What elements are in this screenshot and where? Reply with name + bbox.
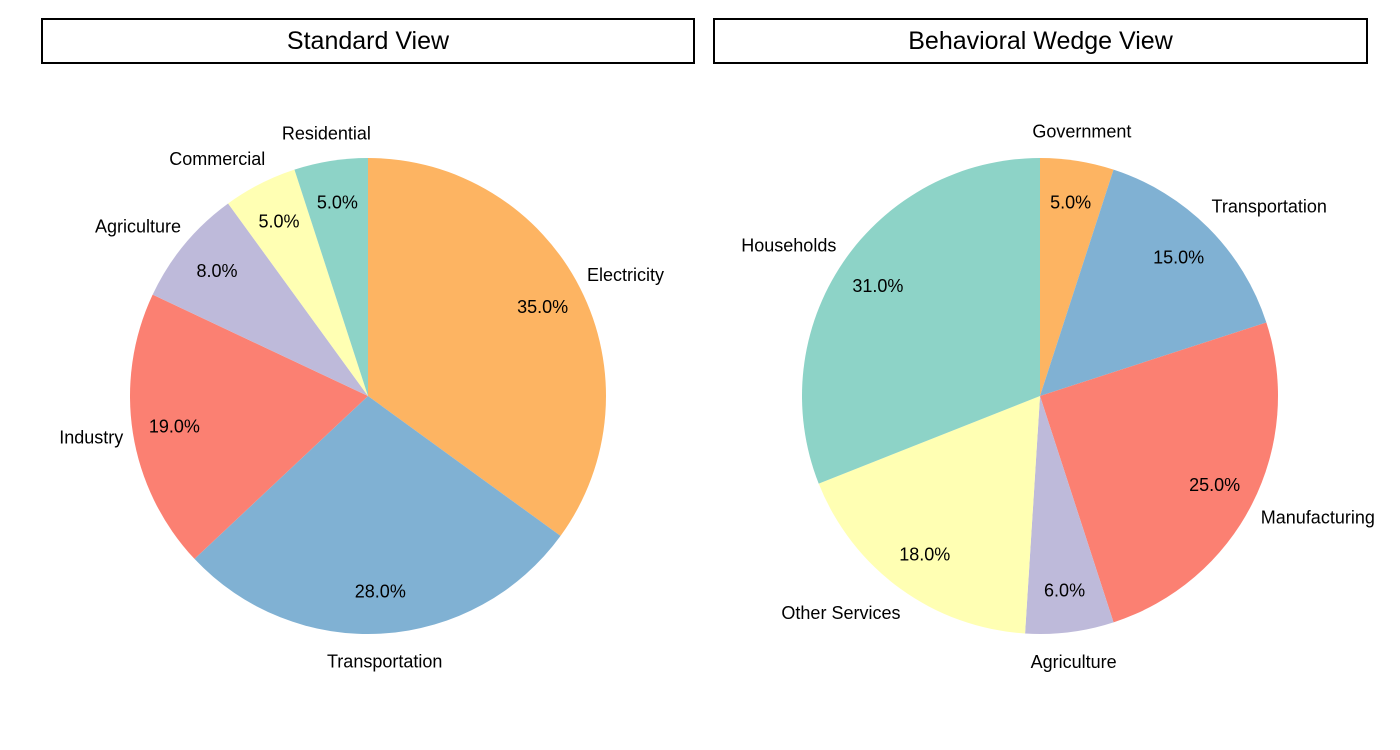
pie-slice-transportation [194, 396, 561, 635]
pie-slice-residential [294, 158, 368, 396]
pie-category-label-commercial: Commercial [169, 149, 265, 169]
pie-standard-view: 35.0% Electricity 28.0% Transportation 19.0%… [59, 123, 664, 671]
pie-slice-government [1040, 158, 1114, 396]
pie-behavioral-wedge-view: 5.0% Government 15.0% Transportation 25.0% Ma… [741, 121, 1375, 672]
pie-category-label-agriculture: Agriculture [1031, 652, 1117, 672]
pie-slice-transportation [1040, 169, 1267, 396]
pie-slice-households [802, 158, 1040, 484]
pie-value-label-commercial: 5.0% [259, 211, 300, 231]
pie-category-label-agriculture: Agriculture [95, 216, 181, 236]
pie-category-label-other-services: Other Services [781, 603, 900, 623]
pie-category-label-manufacturing: Manufacturing [1261, 508, 1375, 528]
pie-slice-other-services [818, 396, 1040, 634]
pie-category-label-government: Government [1032, 121, 1131, 141]
pie-value-label-residential: 5.0% [317, 192, 358, 212]
pie-category-label-industry: Industry [59, 428, 123, 448]
pie-slice-agriculture [1025, 396, 1114, 634]
pie-value-label-industry: 19.0% [149, 417, 200, 437]
pie-category-label-transportation: Transportation [1212, 196, 1327, 216]
pie-category-label-electricity: Electricity [587, 265, 664, 285]
right-panel-title: Behavioral Wedge View [713, 18, 1368, 64]
pie-value-label-households: 31.0% [852, 276, 903, 296]
pie-slice-agriculture [152, 203, 368, 396]
pie-value-label-transportation: 28.0% [355, 582, 406, 602]
pie-value-label-transportation: 15.0% [1153, 247, 1204, 267]
pie-value-label-manufacturing: 25.0% [1189, 475, 1240, 495]
pie-value-label-agriculture: 8.0% [196, 261, 237, 281]
pie-slice-industry [129, 294, 368, 559]
left-panel-title: Standard View [41, 18, 695, 64]
pie-value-label-agriculture: 6.0% [1044, 580, 1085, 600]
pie-slice-manufacturing [1040, 322, 1278, 623]
pie-slice-electricity [368, 158, 606, 536]
pie-value-label-electricity: 35.0% [517, 297, 568, 317]
pie-category-label-transportation: Transportation [327, 651, 442, 671]
pie-category-label-residential: Residential [282, 123, 371, 143]
pie-value-label-government: 5.0% [1050, 192, 1091, 212]
pie-slice-commercial [228, 169, 368, 396]
pie-value-label-other-services: 18.0% [899, 545, 950, 565]
pie-category-label-households: Households [741, 235, 836, 255]
